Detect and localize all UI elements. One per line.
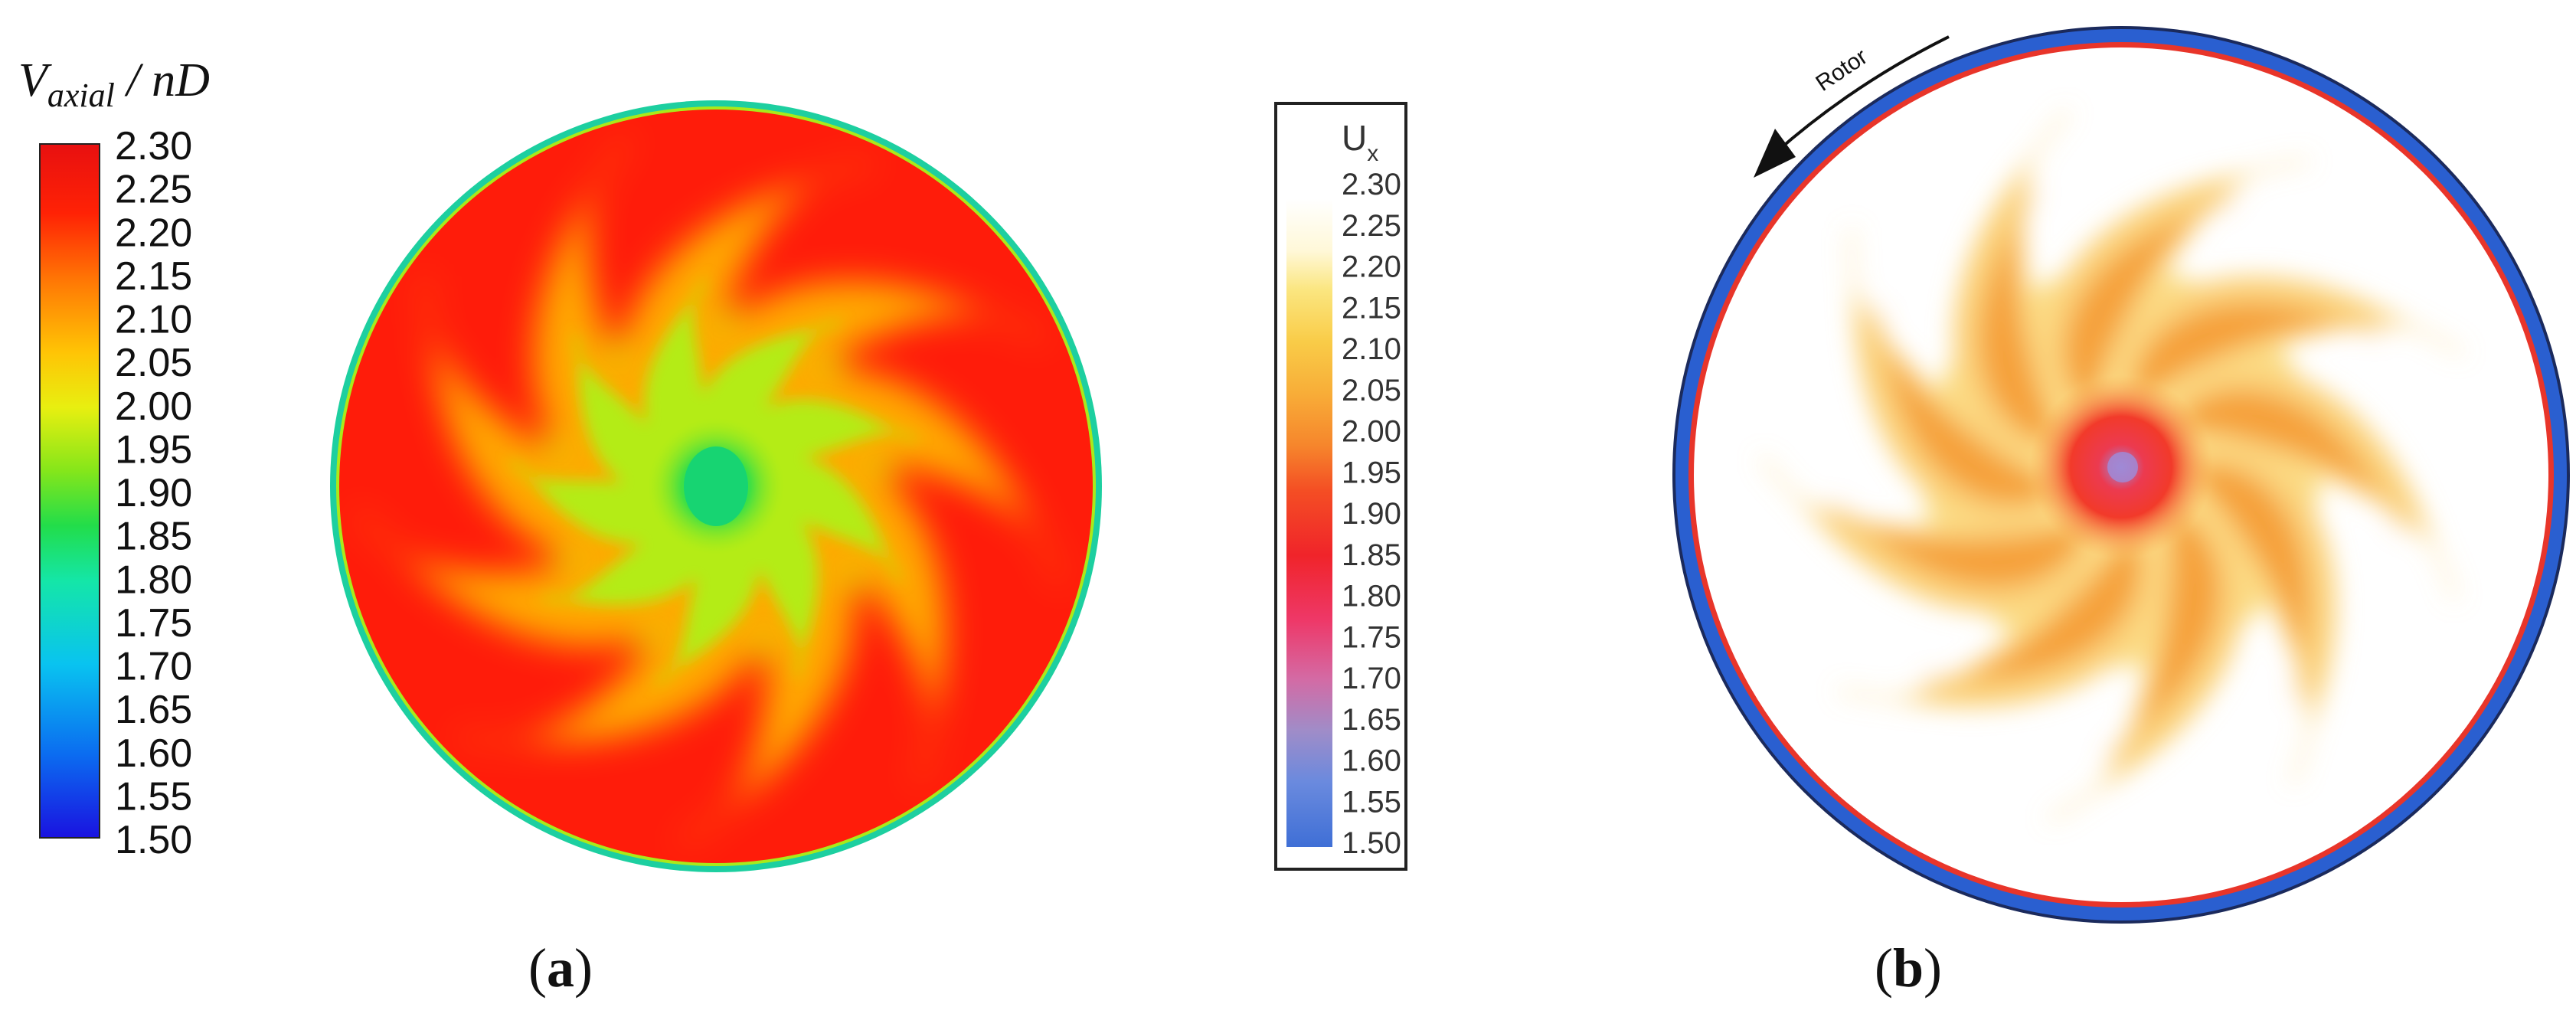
legend-a-ticks: 2.302.252.202.152.102.052.001.951.901.85… — [115, 124, 192, 862]
contour-b-blade — [2103, 515, 2219, 758]
contour-b-blade — [1921, 542, 2140, 682]
contour-b-ring-inner — [1688, 41, 2555, 908]
legend-a-tick-label: 1.60 — [115, 731, 192, 776]
legend-b-tick-label: 1.55 — [1342, 785, 1401, 819]
legend-b-tick-label: 1.75 — [1342, 620, 1401, 654]
contour-b-blade-wake — [1837, 525, 2157, 708]
contour-b-blade — [2179, 391, 2405, 535]
legend-a-tick-label: 1.80 — [115, 558, 192, 602]
legend-a-tick-label: 1.85 — [115, 515, 192, 559]
legend-a-tick-label: 1.75 — [115, 601, 192, 646]
rotor-label: Rotor — [1811, 44, 1872, 96]
legend-a-tick-label: 2.05 — [115, 341, 192, 385]
legend-b-colorbar — [1286, 199, 1332, 847]
legend-b: Ux 2.30 2.25 2.20 2.15 2.10 2.05 2.00 1.95 1.90 1… — [1274, 102, 1407, 871]
legend-a-tick-label: 2.25 — [115, 168, 192, 212]
legend-b-tick-label: 1.50 — [1342, 826, 1401, 860]
legend-a-tick-label: 1.65 — [115, 688, 192, 732]
contour-b-blade — [1979, 188, 2055, 443]
legend-a-tick-label: 1.50 — [115, 818, 192, 862]
contour-b-blade-wake — [2120, 276, 2463, 410]
contour-a-blade — [730, 399, 918, 468]
contour-b-blade — [2065, 198, 2238, 401]
contour-b-blade-wake — [2182, 450, 2336, 785]
contour-a-blade — [652, 512, 760, 685]
legend-b-tick-label: 2.30 — [1342, 168, 1401, 201]
legend-a-tick-label: 1.95 — [115, 427, 192, 472]
legend-a-colorbar — [39, 143, 100, 839]
legend-b-tick-label: 1.70 — [1342, 662, 1401, 695]
contour-b-blades — [1761, 110, 2463, 820]
contour-a-blade-wake — [533, 136, 673, 492]
legend-b-tick-label: 2.00 — [1342, 415, 1401, 449]
contour-a-blade-wake — [456, 525, 771, 743]
subfigure-label-b: (b) — [1875, 937, 1942, 999]
legend-b-title: Ux — [1342, 118, 1378, 166]
contour-b-blade — [2197, 465, 2308, 701]
contour-a-blade — [738, 495, 819, 679]
legend-a-tick-label: 1.70 — [115, 645, 192, 689]
contour-b-blade-wake — [1850, 226, 2067, 523]
legend-a-tick-label: 2.30 — [115, 124, 192, 168]
legend-b-tick-label: 2.10 — [1342, 332, 1401, 366]
legend-a-tick-label: 2.00 — [115, 384, 192, 429]
legend-a-tick-label: 2.10 — [115, 298, 192, 342]
legend-b-ticks: 2.30 2.25 2.20 2.15 2.10 2.05 2.00 1.95 1.90 1.85… — [1342, 168, 1401, 860]
contour-b-blade — [2133, 303, 2381, 395]
contour-a-blade — [510, 458, 694, 544]
legend-b-tick-label: 2.25 — [1342, 209, 1401, 243]
legend-b-tick-label: 1.60 — [1342, 744, 1401, 778]
legend-a-tick-label: 2.15 — [115, 254, 192, 299]
legend-b-tick-label: 1.90 — [1342, 497, 1401, 531]
contour-a-blade — [644, 280, 708, 468]
contour-a — [330, 100, 1102, 872]
contour-b-blade — [1832, 500, 2084, 587]
legend-a-title: Vaxial / nD — [18, 54, 210, 114]
legend-b-tick-label: 2.20 — [1342, 250, 1401, 284]
legend-a-tick-label: 1.90 — [115, 471, 192, 515]
contour-a-blade-wake — [759, 449, 946, 786]
legend-a: Vaxial / nD 2.302.252.202.152.102.052.00… — [18, 54, 210, 862]
contour-b: Rotor — [1672, 26, 2570, 924]
contour-a-blade-wake — [695, 280, 1046, 440]
legend-a-tick-label: 1.55 — [115, 774, 192, 819]
legend-a-tick-label: 2.20 — [115, 211, 192, 255]
legend-b-tick-label: 2.15 — [1342, 291, 1401, 325]
contour-b-ring — [1675, 28, 2568, 921]
contour-b-blade-wake — [2043, 159, 2312, 419]
legend-b-tick-label: 1.95 — [1342, 456, 1401, 489]
contour-a-blade-wake — [357, 509, 711, 646]
legend-b-tick-label: 1.65 — [1342, 703, 1401, 737]
legend-b-tick-label: 1.80 — [1342, 580, 1401, 613]
subfigure-label-a: (a) — [528, 937, 593, 999]
legend-b-tick-label: 1.85 — [1342, 538, 1401, 572]
legend-b-tick-label: 2.05 — [1342, 374, 1401, 407]
